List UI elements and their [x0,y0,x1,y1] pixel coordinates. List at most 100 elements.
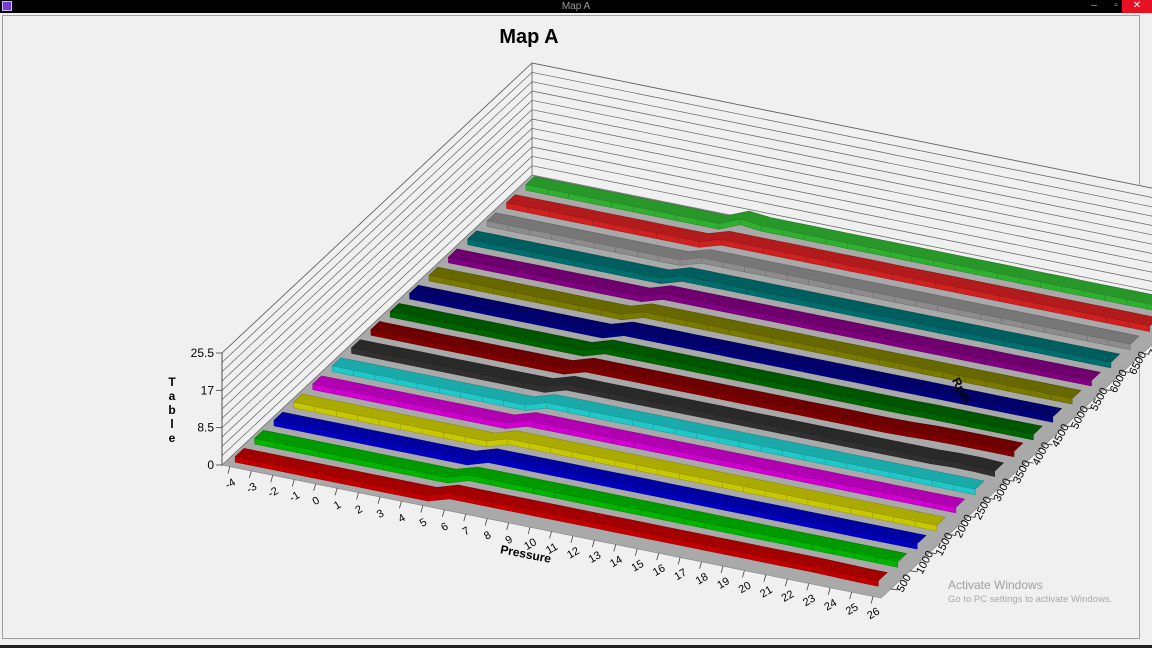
activate-windows-title: Activate Windows [948,578,1043,592]
x-tick-mark [849,591,853,600]
side-wall-gridline [221,128,533,419]
x-tick-mark [313,483,317,492]
x-tick-mark [806,583,810,591]
x-tick-mark [784,578,788,587]
x-tick-mark [377,496,381,504]
ribbon-front [293,401,937,532]
side-wall-gridline [221,118,533,410]
x-tick-label: 22 [780,588,797,605]
ribbon-rpm-2500 [312,375,966,514]
z-axis-label-letter: l [170,417,173,431]
x-tick-mark [591,540,595,548]
z-axis-label-letter: T [168,375,176,389]
side-wall-gridline [221,137,533,428]
ribbon-front [312,383,957,514]
x-tick-label: 1 [332,499,343,512]
ribbon-front [525,184,1152,311]
x-tick-mark [656,553,660,561]
back-wall-gridline [531,118,1152,245]
minimize-button[interactable]: ‒ [1091,0,1097,11]
x-tick-label: 23 [801,593,818,610]
side-wall-gridline [221,100,533,391]
x-tick-label: 21 [758,584,775,601]
ribbon-front [428,274,1073,405]
x-tick-mark [720,566,724,574]
app-icon [2,1,12,11]
x-tick-label: 2 [353,503,364,516]
ribbon-rpm-5000 [408,284,1063,423]
back-wall-gridline [531,62,1152,189]
ribbon-front [448,256,1092,387]
back-wall-gridline [531,155,1152,282]
ribbon-rpm-1500 [273,411,927,550]
x-tick-mark [634,548,638,556]
x-tick-mark [549,531,552,539]
x-tick-mark [248,470,252,479]
maximize-button[interactable]: ▫ [1114,0,1118,11]
ribbon-rpm-4000 [370,321,1024,458]
x-tick-label: 11 [544,541,560,557]
side-wall [221,62,533,466]
taskbar-edge [0,645,1152,648]
ribbon-front [486,220,1131,351]
ribbon-rpm-6000 [447,248,1101,387]
x-tick-label: 25 [844,601,861,618]
side-wall-gridline [221,72,533,363]
x-tick-label: 6 [439,521,450,534]
x-tick-mark [613,544,617,552]
ribbon-rpm-3000 [331,357,985,496]
z-tick-label: 8.5 [197,421,214,435]
ribbon-rpm-4500 [389,303,1043,441]
x-tick-label: 16 [651,562,668,579]
x-tick-label: 7 [461,525,472,538]
side-wall-gridline [221,165,533,456]
ribbon-rpm-3500 [350,339,1005,477]
x-tick-label: 3 [375,508,386,521]
y-tick-mark [890,588,898,591]
y-tick-mark [1026,461,1034,464]
x-tick-label: 0 [311,495,322,508]
back-wall-gridline [531,90,1152,217]
x-tick-label: 18 [694,571,711,588]
z-tick-label: 0 [207,458,214,472]
x-tick-label: -2 [266,485,280,500]
ribbon-rpm-6500 [467,230,1121,369]
y-tick-mark [1103,389,1111,391]
x-tick-mark [699,561,702,569]
x-tick-label: 17 [672,567,689,584]
x-tick-label: -4 [223,476,237,491]
ribbon-front [467,238,1112,369]
y-tick-mark [910,570,918,573]
back-wall-gridline [531,81,1152,208]
x-tick-label: 8 [482,529,493,542]
ribbon-front [506,202,1150,332]
x-tick-label: 14 [608,554,625,571]
ribbon-front [234,456,879,587]
x-tick-label: 15 [629,558,646,575]
activate-windows-subtitle: Go to PC settings to activate Windows. [948,594,1113,605]
back-wall-gridline [531,146,1152,273]
x-tick-mark [763,574,767,582]
back-wall-gridline [531,71,1152,198]
y-tick-mark [1084,407,1092,410]
back-wall-gridline [531,165,1152,292]
ribbon-rpm-5500 [428,266,1082,405]
z-tick-label: 25.5 [191,346,215,360]
x-tick-label: 24 [822,597,839,614]
x-tick-mark [870,596,874,604]
x-tick-label: -1 [287,489,301,504]
close-button[interactable]: ✕ [1122,0,1152,13]
z-tick-label: 17 [201,383,215,397]
x-tick-label: 10 [522,536,539,553]
x-tick-label: 20 [737,580,754,597]
x-tick-mark [291,479,295,487]
side-wall-gridline [221,109,533,400]
ribbon-rpm-2000 [292,393,946,532]
x-tick-label: 5 [418,516,429,529]
x-tick-mark [463,514,467,522]
ribbon-front [254,438,899,568]
y-tick-mark [968,516,976,518]
ribbon-rpm-7500 [505,194,1152,332]
x-tick-mark [506,522,510,530]
ribbon-front [409,293,1054,423]
